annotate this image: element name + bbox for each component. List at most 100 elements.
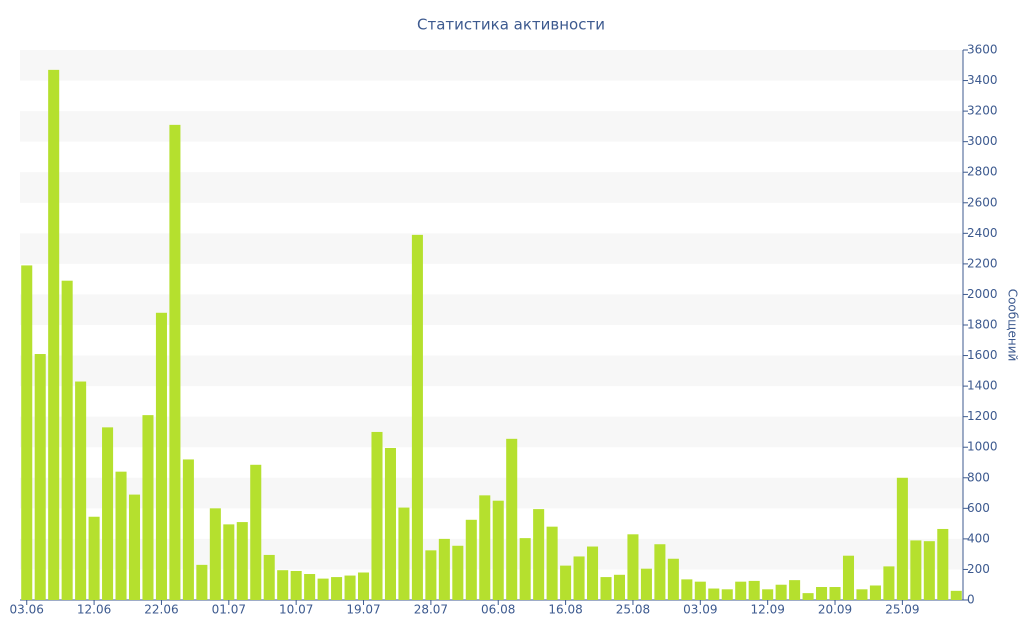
bar bbox=[290, 570, 302, 600]
bar bbox=[519, 538, 531, 600]
bar bbox=[128, 494, 141, 600]
bar bbox=[102, 427, 114, 600]
bar bbox=[88, 516, 100, 600]
x-tick-label: 03.09 bbox=[683, 603, 717, 617]
bar bbox=[236, 522, 248, 600]
bar bbox=[425, 550, 437, 600]
bar bbox=[465, 519, 477, 600]
bar bbox=[263, 554, 275, 600]
bar bbox=[775, 584, 787, 600]
bar bbox=[573, 556, 585, 600]
bar bbox=[61, 280, 73, 600]
bar bbox=[331, 577, 343, 600]
bar bbox=[438, 538, 450, 600]
bar bbox=[681, 579, 693, 600]
grid-band bbox=[20, 111, 963, 142]
bar bbox=[357, 572, 370, 600]
y-tick-label: 1000 bbox=[967, 440, 998, 454]
bar bbox=[694, 581, 706, 600]
bar bbox=[398, 507, 410, 600]
bar bbox=[304, 574, 316, 600]
y-tick-label: 2400 bbox=[967, 226, 998, 240]
bar bbox=[169, 124, 181, 600]
y-tick-label: 1600 bbox=[967, 348, 998, 362]
bar bbox=[869, 585, 881, 600]
bar bbox=[533, 509, 545, 600]
y-tick-label: 3200 bbox=[967, 104, 998, 118]
bar bbox=[182, 459, 194, 600]
bar bbox=[950, 590, 962, 600]
bar bbox=[842, 555, 855, 600]
y-axis-label: Сообщений bbox=[1006, 289, 1020, 362]
bar bbox=[34, 354, 46, 600]
x-tick-label: 10.07 bbox=[279, 603, 313, 617]
y-tick-label: 2800 bbox=[967, 165, 998, 179]
bar bbox=[344, 575, 356, 600]
bar bbox=[721, 589, 733, 600]
bar bbox=[816, 587, 828, 600]
bar bbox=[910, 540, 922, 600]
grid-band bbox=[20, 50, 963, 81]
x-tick-label: 19.07 bbox=[346, 603, 380, 617]
x-tick-label: 06.08 bbox=[481, 603, 515, 617]
bar bbox=[627, 534, 639, 600]
bar bbox=[667, 558, 679, 600]
bar bbox=[937, 528, 949, 600]
y-tick-label: 2600 bbox=[967, 195, 998, 209]
bar bbox=[789, 580, 801, 600]
bar bbox=[75, 381, 87, 600]
y-tick-label: 3400 bbox=[967, 73, 998, 87]
y-tick-label: 0 bbox=[967, 593, 975, 607]
bar bbox=[479, 495, 491, 600]
bar bbox=[317, 578, 329, 600]
y-tick-label: 2200 bbox=[967, 256, 998, 270]
bar bbox=[829, 587, 841, 600]
bar bbox=[209, 508, 221, 600]
bar bbox=[250, 464, 262, 600]
x-tick-label: 22.06 bbox=[144, 603, 178, 617]
bar bbox=[384, 447, 396, 600]
bar bbox=[856, 589, 868, 600]
x-tick-label: 25.08 bbox=[616, 603, 650, 617]
bar bbox=[196, 564, 208, 600]
x-tick-label: 12.09 bbox=[750, 603, 784, 617]
bar bbox=[923, 541, 935, 600]
bar bbox=[640, 568, 652, 600]
grid-band bbox=[20, 172, 963, 203]
y-tick-label: 1800 bbox=[967, 318, 998, 332]
bar bbox=[896, 477, 908, 600]
bar bbox=[411, 234, 423, 600]
bar bbox=[48, 69, 60, 601]
y-tick-label: 1400 bbox=[967, 379, 998, 393]
bar bbox=[883, 566, 895, 600]
bar bbox=[735, 581, 747, 600]
x-tick-label: 25.09 bbox=[885, 603, 919, 617]
bar bbox=[546, 526, 558, 600]
chart-title: Статистика активности bbox=[417, 16, 605, 34]
bar bbox=[762, 589, 774, 600]
bar bbox=[613, 574, 626, 600]
y-tick-label: 3000 bbox=[967, 134, 998, 148]
y-tick-label: 400 bbox=[967, 531, 990, 545]
bar bbox=[21, 265, 33, 600]
bar bbox=[142, 415, 154, 600]
bar bbox=[452, 545, 464, 600]
bar bbox=[371, 431, 383, 600]
bar bbox=[654, 544, 666, 600]
bar bbox=[223, 524, 235, 600]
bar bbox=[708, 588, 720, 600]
x-tick-label: 28.07 bbox=[414, 603, 448, 617]
bar bbox=[492, 500, 504, 600]
bar bbox=[802, 593, 814, 600]
y-tick-label: 2000 bbox=[967, 287, 998, 301]
y-tick-label: 800 bbox=[967, 470, 990, 484]
x-tick-label: 16.08 bbox=[548, 603, 582, 617]
x-tick-label: 12.06 bbox=[77, 603, 111, 617]
y-tick-label: 1200 bbox=[967, 409, 998, 423]
grid-band bbox=[20, 233, 963, 264]
bar bbox=[600, 577, 612, 600]
y-tick-label: 200 bbox=[967, 562, 990, 576]
x-tick-label: 01.07 bbox=[212, 603, 246, 617]
bar bbox=[506, 438, 518, 600]
bar bbox=[155, 312, 167, 600]
